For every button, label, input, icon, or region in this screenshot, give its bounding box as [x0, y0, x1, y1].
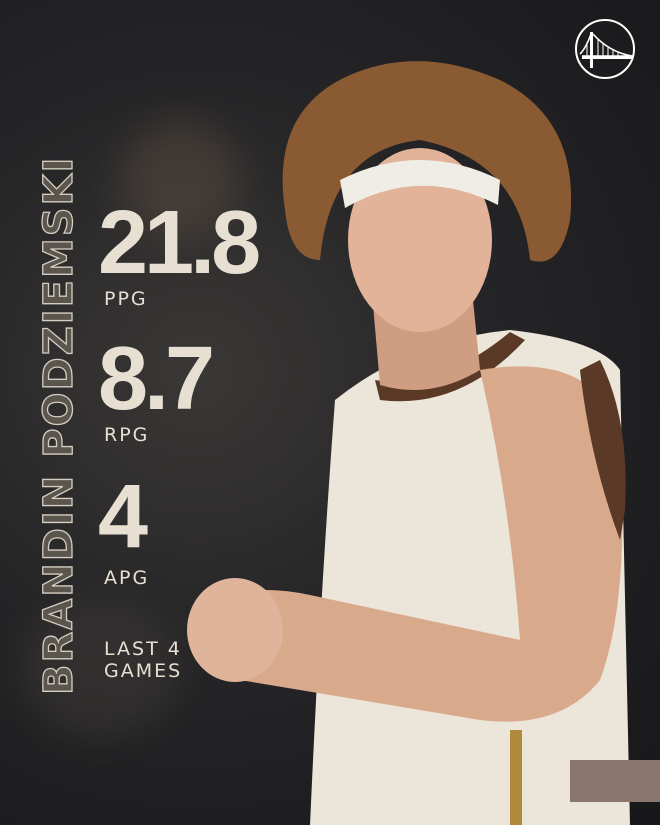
bridge-logo-icon: [575, 19, 635, 79]
hair: [282, 61, 572, 262]
player-photo: [187, 61, 630, 825]
fist: [187, 578, 283, 682]
background-blur: [120, 120, 240, 240]
ppg-value: 21.8: [98, 193, 261, 293]
player-name: BRANDIN PODZIEMSKI: [35, 155, 82, 696]
headband: [340, 160, 500, 208]
rpg-value: 8.7: [98, 329, 215, 429]
rpg-label: RPG: [104, 424, 150, 446]
face: [348, 148, 492, 332]
ppg-label: PPG: [104, 288, 148, 310]
apg-value: 4: [98, 467, 148, 567]
accent-bar: [570, 760, 660, 802]
apg-label: APG: [104, 567, 150, 589]
background-blur: [20, 600, 180, 740]
arm: [208, 366, 623, 722]
games-note: LAST 4 GAMES: [104, 638, 183, 682]
